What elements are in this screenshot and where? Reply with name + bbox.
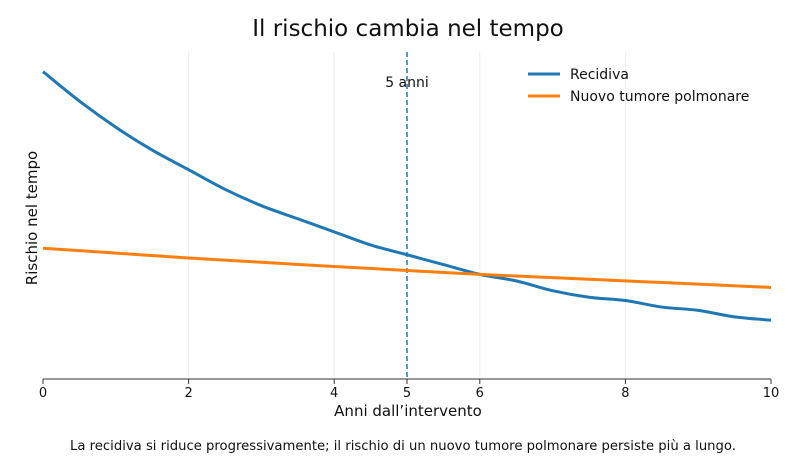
series-line-1 <box>42 246 772 289</box>
x-tick-label-2: 2 <box>184 386 192 401</box>
x-tick-label-4: 4 <box>330 386 338 401</box>
x-tick-label-5: 5 <box>403 386 411 401</box>
legend: Recidiva Nuovo tumore polmonare <box>528 67 749 105</box>
grid-layer <box>188 52 626 379</box>
x-tick-label-10: 10 <box>763 386 780 401</box>
annotation-layer: 5 anni <box>385 52 429 379</box>
chart-title: Il rischio cambia nel tempo <box>252 16 564 42</box>
x-axis-label: Anni dall’intervento <box>334 402 482 420</box>
x-tick-label-8: 8 <box>621 386 629 401</box>
chart-caption: La recidiva si riduce progressivamente; … <box>70 438 736 454</box>
y-axis-label: Rischio nel tempo <box>23 151 41 285</box>
series-layer <box>42 70 772 322</box>
x-tick-label-0: 0 <box>39 386 47 401</box>
x-tick-label-6: 6 <box>476 386 484 401</box>
annotation-label-0: 5 anni <box>385 75 429 91</box>
legend-label-0: Recidiva <box>570 67 629 83</box>
x-tick-layer: 0 2 4 5 6 8 10 <box>39 379 779 401</box>
series-line-0 <box>42 70 772 322</box>
legend-label-1: Nuovo tumore polmonare <box>570 89 749 105</box>
